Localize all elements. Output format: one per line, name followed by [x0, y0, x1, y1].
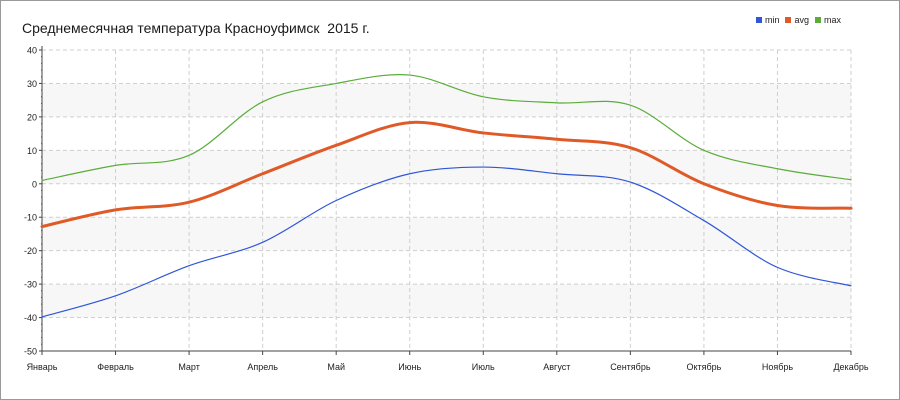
- y-tick-label: -30: [24, 280, 37, 290]
- legend-item-avg: avg: [785, 15, 809, 25]
- y-tick-label: 40: [27, 46, 37, 56]
- y-tick-label: -10: [24, 213, 37, 223]
- plot-band: [42, 150, 851, 184]
- y-tick-label: -50: [24, 347, 37, 357]
- legend-label-avg: avg: [794, 15, 809, 25]
- x-tick-label: Январь: [27, 362, 58, 372]
- plot-band: [42, 217, 851, 251]
- x-tick-label: Ноябрь: [762, 362, 794, 372]
- plot-grid: [41, 49, 852, 352]
- series-line-min: [41, 166, 852, 318]
- legend-swatch-avg: [785, 17, 792, 23]
- x-tick-label: Февраль: [97, 362, 134, 372]
- plot-band: [42, 83, 851, 117]
- series-line-avg: [40, 120, 853, 229]
- legend-item-max: max: [814, 15, 841, 25]
- y-tick-label: 10: [27, 146, 37, 156]
- plot-series: [40, 74, 853, 318]
- x-tick-label: Май: [327, 362, 345, 372]
- x-tick-label: Декабрь: [833, 362, 868, 372]
- chart-legend: min avg max: [755, 15, 841, 25]
- x-tick-label: Сентябрь: [610, 362, 651, 372]
- x-tick-label: Октябрь: [686, 362, 721, 372]
- chart-title: Среднемесячная температура Красноуфимск …: [22, 20, 370, 36]
- legend-swatch-max: [814, 17, 821, 23]
- x-tick-label: Июль: [472, 362, 495, 372]
- y-tick-label: -40: [24, 313, 37, 323]
- legend-label-min: min: [764, 15, 780, 25]
- plot-band: [42, 284, 851, 318]
- legend-label-max: max: [823, 15, 841, 25]
- plot-labels: 40 30 20 10 0 -10 -20 -30 -40 -50 Январь Февраль Мар…: [24, 46, 869, 373]
- x-tick-label: Август: [543, 362, 570, 372]
- y-tick-label: 30: [27, 79, 37, 89]
- x-tick-label: Апрель: [247, 362, 278, 372]
- plot-bands: [42, 83, 851, 318]
- series-line-max: [41, 74, 852, 182]
- plot-axes: [39, 46, 852, 355]
- legend-swatch-min: [755, 17, 762, 23]
- x-tick-label: Июнь: [398, 362, 421, 372]
- y-tick-label: -20: [24, 246, 37, 256]
- y-tick-label: 0: [32, 179, 37, 189]
- y-tick-label: 20: [27, 112, 37, 122]
- legend-item-min: min: [755, 15, 780, 25]
- x-tick-label: Март: [178, 362, 200, 372]
